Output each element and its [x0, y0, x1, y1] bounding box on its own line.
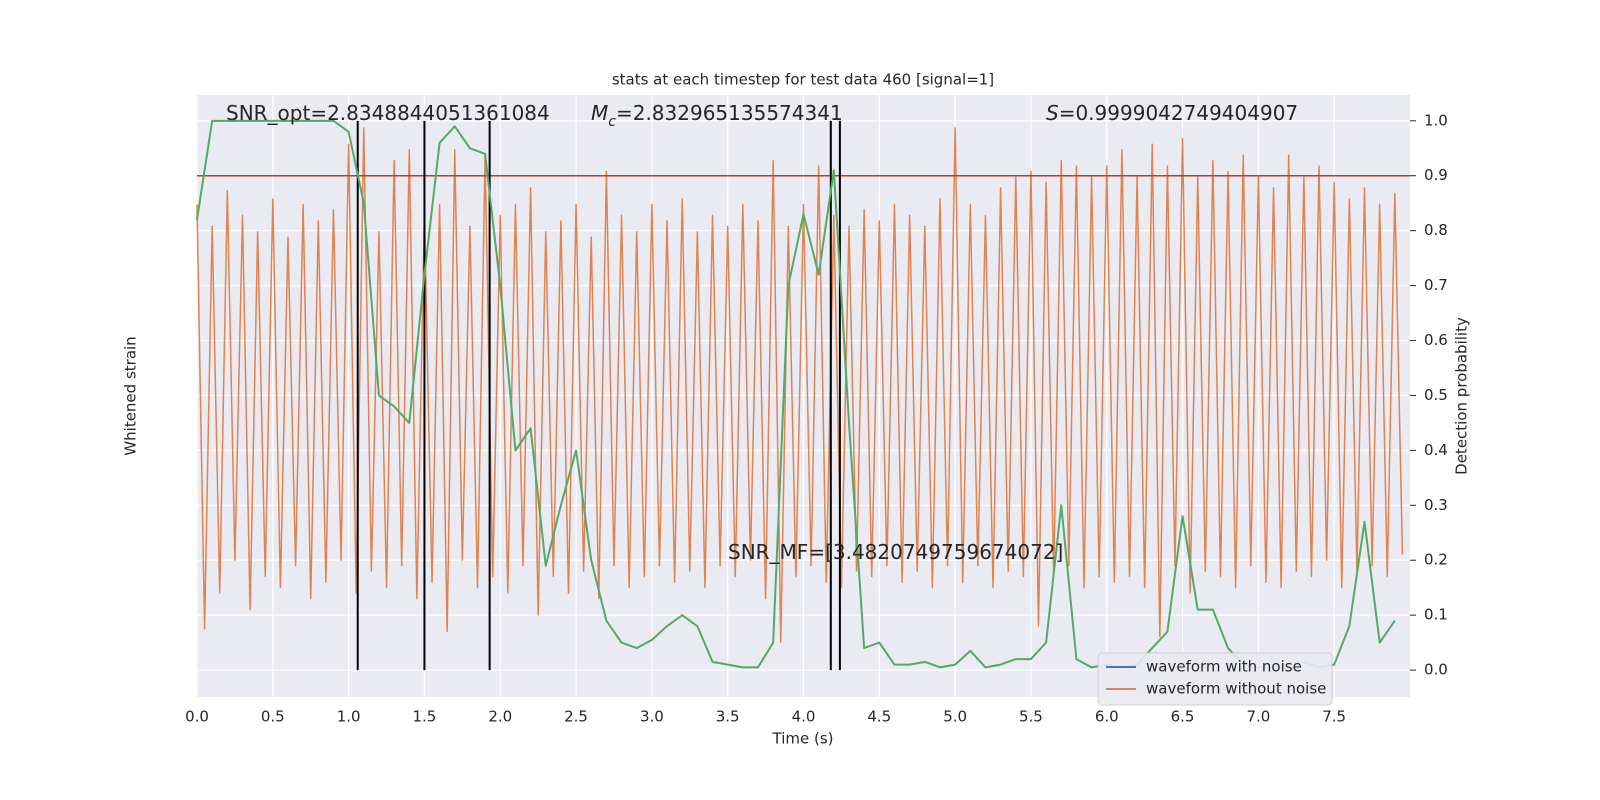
annotation-part: SNR_opt=2.8348844051361084: [226, 101, 550, 125]
x-tick-label: 5.5: [1019, 708, 1043, 726]
y2-tick-label: 0.9: [1424, 166, 1448, 184]
x-tick-label: 3.5: [716, 708, 740, 726]
chart-title: stats at each timestep for test data 460…: [612, 71, 994, 89]
y2-tick-label: 0.0: [1424, 661, 1448, 679]
y2-axis-label: Detection probability: [1453, 317, 1471, 475]
legend-label: waveform without noise: [1146, 680, 1326, 698]
x-tick-label: 5.0: [943, 708, 967, 726]
x-tick-label: 0.0: [185, 708, 209, 726]
x-tick-label: 1.5: [413, 708, 437, 726]
y2-tick-label: 0.6: [1424, 331, 1448, 349]
x-tick-label: 2.0: [488, 708, 512, 726]
x-tick-label: 0.5: [261, 708, 285, 726]
x-tick-label: 1.0: [337, 708, 361, 726]
x-tick-label: 7.0: [1246, 708, 1270, 726]
y-axis-label: Whitened strain: [122, 336, 140, 455]
annotation-part: SNR_MF=[3.4820749759674072]: [728, 540, 1063, 564]
legend-box: [1097, 652, 1333, 706]
annotation-part: M: [591, 101, 608, 125]
annotation: Mc=2.832965135574341: [591, 101, 843, 131]
annotation-part: =0.9999042749404907: [1059, 101, 1298, 125]
annotation: SNR_opt=2.8348844051361084: [226, 101, 550, 125]
x-tick-label: 6.0: [1095, 708, 1119, 726]
y2-tick-label: 1.0: [1424, 111, 1448, 129]
y2-tick-label: 0.1: [1424, 606, 1448, 624]
x-tick-label: 6.5: [1171, 708, 1195, 726]
y2-tick-label: 0.5: [1424, 386, 1448, 404]
line-series: [196, 119, 1396, 669]
y2-tick-label: 0.4: [1424, 441, 1448, 459]
x-tick-label: 2.5: [564, 708, 588, 726]
y2-tick-label: 0.7: [1424, 276, 1448, 294]
x-tick-label: 4.0: [792, 708, 816, 726]
x-tick-label: 4.5: [867, 708, 891, 726]
y2-tick-label: 0.8: [1424, 221, 1448, 239]
x-tick-label: 3.0: [640, 708, 664, 726]
annotation-part: S: [1046, 101, 1059, 125]
annotation-part: =2.832965135574341: [616, 101, 843, 125]
annotation: S=0.9999042749404907: [1046, 101, 1298, 125]
legend-label: waveform with noise: [1146, 658, 1302, 676]
annotation: SNR_MF=[3.4820749759674072]: [728, 540, 1063, 564]
annotation-part: c: [608, 114, 616, 130]
x-axis-label: Time (s): [772, 730, 834, 748]
y2-tick-label: 0.3: [1424, 496, 1448, 514]
y2-tick-label: 0.2: [1424, 551, 1448, 569]
x-tick-label: 7.5: [1322, 708, 1346, 726]
line-series: [196, 127, 1404, 644]
